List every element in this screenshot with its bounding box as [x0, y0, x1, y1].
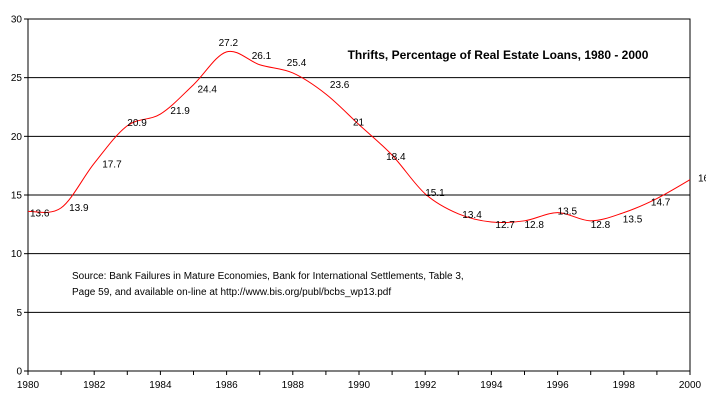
gridlines — [28, 77, 690, 313]
data-label-1990: 21 — [353, 118, 365, 129]
y-tick-label-5: 5 — [16, 308, 22, 319]
data-label-2000: 16.3 — [698, 174, 706, 185]
data-label-1984: 21.9 — [170, 106, 190, 117]
x-tick-label-1982: 1982 — [83, 380, 106, 391]
data-label-1982: 17.7 — [102, 159, 122, 170]
y-tick-label-30: 30 — [11, 15, 23, 26]
source-note-line-1: Source: Bank Failures in Mature Economie… — [72, 271, 464, 282]
x-axis: 1980 1982 1984 1986 1988 1990 1992 1994 1996 1998… — [17, 371, 702, 391]
data-label-1991: 18.4 — [386, 152, 406, 163]
x-tick-label-1986: 1986 — [215, 380, 238, 391]
x-tick-label-1980: 1980 — [17, 380, 40, 391]
x-tick-label-1984: 1984 — [149, 380, 172, 391]
data-label-1980: 13.6 — [30, 208, 50, 219]
y-tick-label-20: 20 — [11, 132, 23, 143]
x-tick-label-1996: 1996 — [546, 380, 569, 391]
data-label-1999: 14.7 — [651, 198, 671, 209]
x-tick-label-1990: 1990 — [348, 380, 371, 391]
data-label-1995: 12.8 — [525, 220, 545, 231]
data-label-1983: 20.9 — [127, 118, 147, 129]
data-label-1993: 13.4 — [462, 210, 482, 221]
x-tick-label-2000: 2000 — [679, 380, 702, 391]
x-tick-label-1994: 1994 — [480, 380, 503, 391]
data-label-1987: 26.1 — [252, 51, 272, 62]
x-tick-label-1992: 1992 — [414, 380, 437, 391]
y-tick-label-15: 15 — [11, 191, 23, 202]
series-line-0 — [27, 50, 691, 224]
chart-title: Thrifts, Percentage of Real Estate Loans… — [348, 48, 649, 62]
data-label-1989: 23.6 — [330, 80, 350, 91]
x-tick-label-1988: 1988 — [282, 380, 305, 391]
x-tick-label-1998: 1998 — [613, 380, 636, 391]
data-label-1985: 24.4 — [198, 85, 218, 96]
y-tick-label-25: 25 — [11, 73, 23, 84]
data-label-1986: 27.2 — [219, 38, 239, 49]
data-label-1981: 13.9 — [69, 203, 89, 214]
y-tick-label-10: 10 — [11, 249, 23, 260]
data-label-1992: 15.1 — [425, 188, 445, 199]
source-note-line-2: Page 59, and available on-line at http:/… — [72, 287, 391, 298]
data-label-1996: 13.5 — [558, 207, 578, 218]
data-labels: 13.6 13.9 17.7 20.9 21.9 24.4 27.2 26.1 25.4 23.6… — [30, 38, 706, 231]
data-label-1988: 25.4 — [287, 58, 307, 69]
series-layer — [27, 50, 691, 224]
y-tick-label-0: 0 — [16, 367, 22, 378]
data-label-1998: 13.5 — [623, 215, 643, 226]
data-label-1994: 12.7 — [495, 220, 515, 231]
y-axis: 0 5 10 15 20 25 30 — [11, 15, 28, 378]
data-label-1997: 12.8 — [591, 220, 611, 231]
